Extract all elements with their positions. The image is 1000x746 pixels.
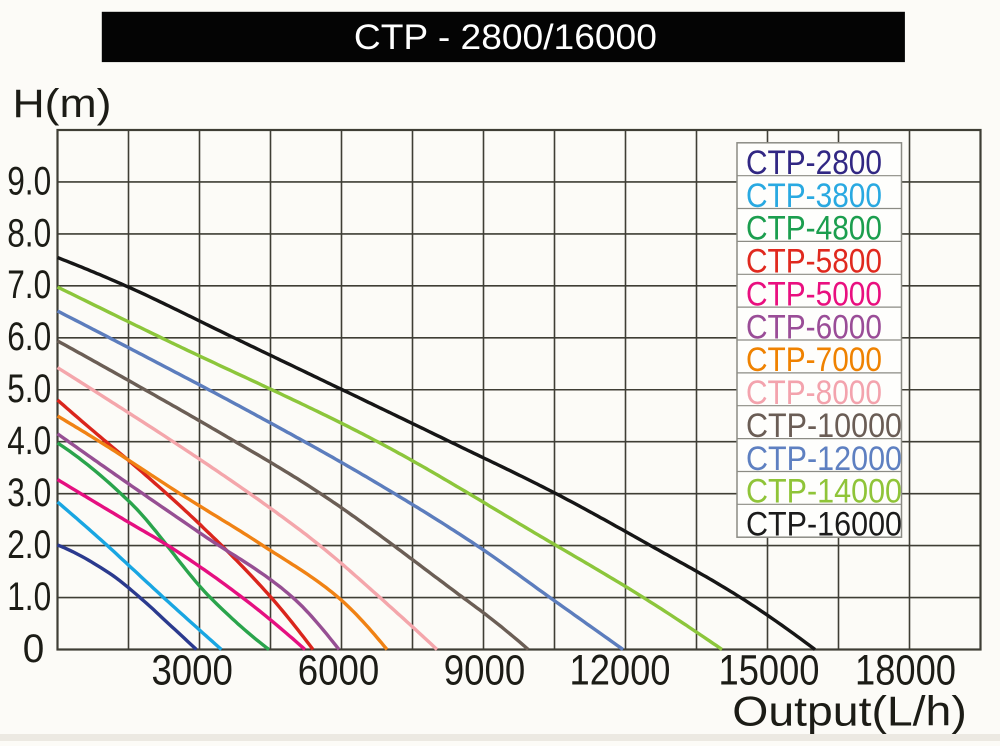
svg-text:1.0: 1.0 xyxy=(7,575,51,619)
svg-text:3000: 3000 xyxy=(151,647,233,695)
svg-text:9000: 9000 xyxy=(444,647,526,695)
svg-text:CTP - 2800/16000: CTP - 2800/16000 xyxy=(354,18,657,57)
svg-text:6.0: 6.0 xyxy=(7,315,51,359)
svg-text:18000: 18000 xyxy=(855,647,956,695)
svg-text:0: 0 xyxy=(23,627,45,671)
svg-text:5.0: 5.0 xyxy=(7,367,51,411)
svg-text:3.0: 3.0 xyxy=(7,471,51,515)
svg-text:8.0: 8.0 xyxy=(7,211,51,255)
svg-text:H(m): H(m) xyxy=(13,82,112,126)
svg-text:4.0: 4.0 xyxy=(7,419,51,463)
svg-text:Output(L/h): Output(L/h) xyxy=(732,687,967,734)
svg-text:9.0: 9.0 xyxy=(7,159,51,203)
svg-text:2.0: 2.0 xyxy=(7,523,51,567)
svg-text:6000: 6000 xyxy=(298,647,380,695)
svg-text:CTP-16000: CTP-16000 xyxy=(746,506,902,544)
svg-text:7.0: 7.0 xyxy=(7,263,51,307)
svg-text:12000: 12000 xyxy=(570,647,671,695)
svg-text:15000: 15000 xyxy=(719,647,820,695)
